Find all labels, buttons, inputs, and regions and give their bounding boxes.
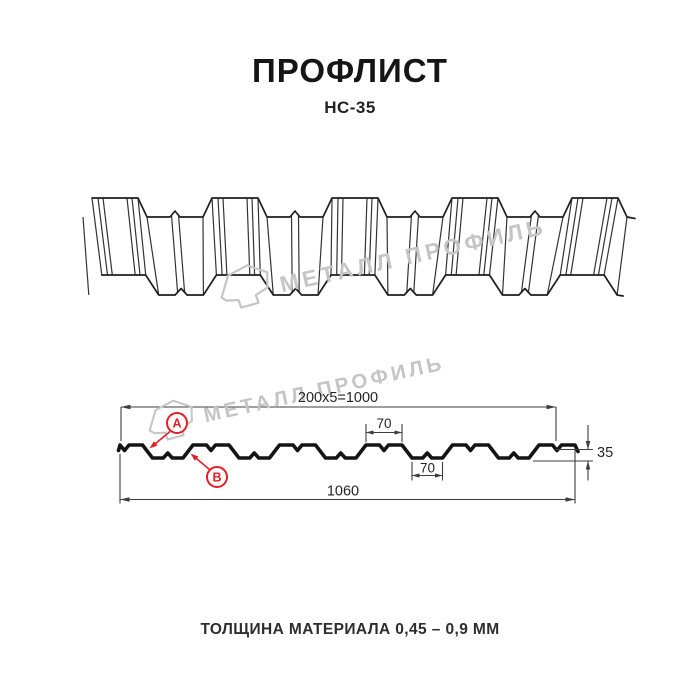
- profile-model-subtitle: НС-35: [324, 98, 376, 117]
- profile-outline: [116, 443, 580, 460]
- marker-a-circle: [166, 412, 188, 434]
- dimension-rib-top-width: [365, 424, 403, 442]
- page-title: ПРОФЛИСТ: [252, 52, 448, 89]
- material-thickness-note: ТОЛЩИНА МАТЕРИАЛА 0,45 – 0,9 ММ: [200, 621, 500, 638]
- dimension-rib-bottom-width: [411, 462, 444, 481]
- marker-b: В: [190, 453, 228, 488]
- profile-height-label: 35: [597, 445, 613, 461]
- profile-cross-section: [116, 404, 593, 504]
- watermark-text: МЕТАЛЛ ПРОФИЛЬ: [278, 214, 549, 297]
- profile-3d-view: [82, 197, 636, 297]
- dimension-profile-height: [533, 425, 593, 481]
- dimension-module-width: [120, 404, 557, 441]
- marker-b-circle: [206, 466, 228, 488]
- rib-bottom-width-label: 70: [420, 461, 435, 476]
- watermark-3d: МЕТАЛЛ ПРОФИЛЬ: [220, 214, 549, 309]
- rib-top-width-label: 70: [376, 416, 391, 431]
- marker-a-letter: А: [172, 417, 181, 431]
- dimension-labels: 200x5=1000 70 70 1060 35: [298, 390, 613, 500]
- module-width-label: 200x5=1000: [298, 390, 378, 406]
- dimension-overall-width: [119, 450, 576, 504]
- metall-profil-logo-icon: [220, 264, 269, 309]
- overall-width-label: 1060: [327, 484, 359, 500]
- marker-a: А: [149, 412, 188, 449]
- marker-b-letter: В: [212, 471, 221, 485]
